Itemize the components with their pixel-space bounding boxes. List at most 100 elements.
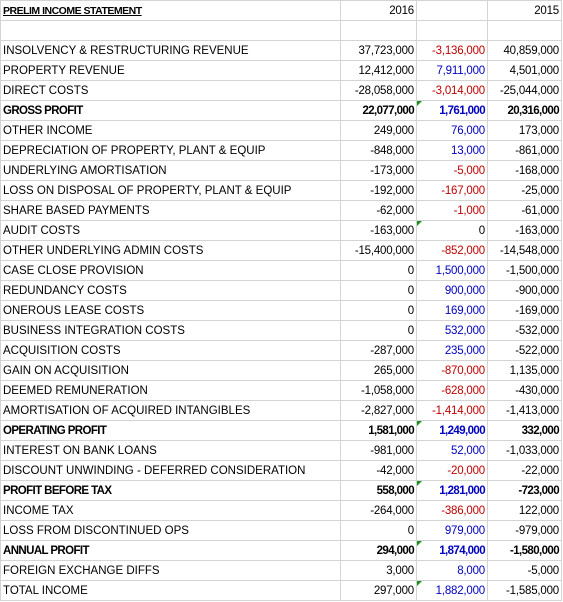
amount: 0 [340, 260, 417, 281]
row: OPERATING PROFIT 1,581,000 1,249,000 332,00… [0, 420, 562, 441]
amount: -22,000 [487, 460, 562, 481]
amount: -848,000 [340, 140, 417, 161]
amount: 297,000 [340, 580, 417, 601]
amount: -981,000 [340, 440, 417, 461]
amount: -264,000 [340, 500, 417, 521]
row-label: DEEMED REMUNERATION [0, 380, 341, 401]
error-indicator [417, 421, 422, 426]
amount: 0 [340, 280, 417, 301]
row-label: FOREIGN EXCHANGE DIFFS [0, 560, 341, 581]
amount: 294,000 [340, 540, 417, 561]
amount: -61,000 [487, 200, 562, 221]
amount: -2,827,000 [340, 400, 417, 421]
cell [340, 20, 417, 41]
row-label: AUDIT COSTS [0, 220, 341, 241]
amount: -167,000 [416, 180, 488, 201]
cell [0, 20, 341, 41]
row: AMORTISATION OF ACQUIRED INTANGIBLES -2,8… [0, 400, 562, 421]
amount: -1,580,000 [487, 540, 562, 561]
row-label: OTHER INCOME [0, 120, 341, 141]
amount: -62,000 [340, 200, 417, 221]
amount: 1,135,000 [487, 360, 562, 381]
amount: -723,000 [487, 480, 562, 501]
amount: -1,033,000 [487, 440, 562, 461]
row: CASE CLOSE PROVISION 0 1,500,000 -1,500,000 [0, 260, 562, 281]
amount: -42,000 [340, 460, 417, 481]
amount: -522,000 [487, 340, 562, 361]
cell [487, 20, 562, 41]
row: AUDIT COSTS -163,000 0 -163,000 [0, 220, 562, 241]
amount: 52,000 [416, 440, 488, 461]
amount: -28,058,000 [340, 80, 417, 101]
row: PROPERTY REVENUE 12,412,000 7,911,000 4,501… [0, 60, 562, 81]
row-label: ACQUISITION COSTS [0, 340, 341, 361]
row-label: LOSS ON DISPOSAL OF PROPERTY, PLANT & EQ… [0, 180, 341, 201]
amount: 40,859,000 [487, 40, 562, 61]
row: INCOME TAX -264,000 -386,000 122,000 [0, 500, 562, 521]
amount: -1,585,000 [487, 580, 562, 601]
row: REDUNDANCY COSTS 0 900,000 -900,000 [0, 280, 562, 301]
amount: 12,412,000 [340, 60, 417, 81]
row-label: BUSINESS INTEGRATION COSTS [0, 320, 341, 341]
amount: -169,000 [487, 300, 562, 321]
amount: 169,000 [416, 300, 488, 321]
amount: -430,000 [487, 380, 562, 401]
row-label: DISCOUNT UNWINDING - DEFERRED CONSIDERAT… [0, 460, 341, 481]
amount: 173,000 [487, 120, 562, 141]
amount: -168,000 [487, 160, 562, 181]
amount: 532,000 [416, 320, 488, 341]
amount: 1,281,000 [416, 480, 488, 501]
blank-row [0, 20, 562, 41]
amount: 1,882,000 [416, 580, 488, 601]
row: SHARE BASED PAYMENTS -62,000 -1,000 -61,000 [0, 200, 562, 221]
cell [416, 20, 488, 41]
row: DISCOUNT UNWINDING - DEFERRED CONSIDERAT… [0, 460, 562, 481]
amount: 265,000 [340, 360, 417, 381]
row: LOSS FROM DISCONTINUED OPS 0 979,000 -979,0… [0, 520, 562, 541]
amount: -979,000 [487, 520, 562, 541]
amount: 22,077,000 [340, 100, 417, 121]
amount: -20,000 [416, 460, 488, 481]
amount: -5,000 [487, 560, 562, 581]
amount: -386,000 [416, 500, 488, 521]
row: DEPRECIATION OF PROPERTY, PLANT & EQUIP -… [0, 140, 562, 161]
amount: 0 [340, 320, 417, 341]
row: BUSINESS INTEGRATION COSTS 0 532,000 -532,0… [0, 320, 562, 341]
amount: -5,000 [416, 160, 488, 181]
amount: -532,000 [487, 320, 562, 341]
row: INTEREST ON BANK LOANS -981,000 52,000 -1,0… [0, 440, 562, 461]
amount: 1,500,000 [416, 260, 488, 281]
row-label: ANNUAL PROFIT [0, 540, 341, 561]
amount: 20,316,000 [487, 100, 562, 121]
amount: 13,000 [416, 140, 488, 161]
row-label: TOTAL INCOME [0, 580, 341, 601]
row: LOSS ON DISPOSAL OF PROPERTY, PLANT & EQ… [0, 180, 562, 201]
amount: -900,000 [487, 280, 562, 301]
amount: 0 [416, 220, 488, 241]
amount: 558,000 [340, 480, 417, 501]
row-label: DEPRECIATION OF PROPERTY, PLANT & EQUIP [0, 140, 341, 161]
amount: -3,136,000 [416, 40, 488, 61]
amount: -1,500,000 [487, 260, 562, 281]
row-label: LOSS FROM DISCONTINUED OPS [0, 520, 341, 541]
amount: -1,413,000 [487, 400, 562, 421]
amount: -14,548,000 [487, 240, 562, 261]
row: OTHER INCOME 249,000 76,000 173,000 [0, 120, 562, 141]
row-label: PROPERTY REVENUE [0, 60, 341, 81]
amount: 37,723,000 [340, 40, 417, 61]
amount: 8,000 [416, 560, 488, 581]
amount: -1,058,000 [340, 380, 417, 401]
amount: -628,000 [416, 380, 488, 401]
error-indicator [417, 541, 422, 546]
amount: -861,000 [487, 140, 562, 161]
header-row: PRELIM INCOME STATEMENT 2016 2015 [0, 0, 562, 21]
amount: 76,000 [416, 120, 488, 141]
year-header: 2016 [340, 0, 417, 21]
amount: -15,400,000 [340, 240, 417, 261]
row: TOTAL INCOME 297,000 1,882,000 -1,585,000 [0, 580, 562, 601]
amount: 235,000 [416, 340, 488, 361]
amount: -173,000 [340, 160, 417, 181]
row-label: PROFIT BEFORE TAX [0, 480, 341, 501]
